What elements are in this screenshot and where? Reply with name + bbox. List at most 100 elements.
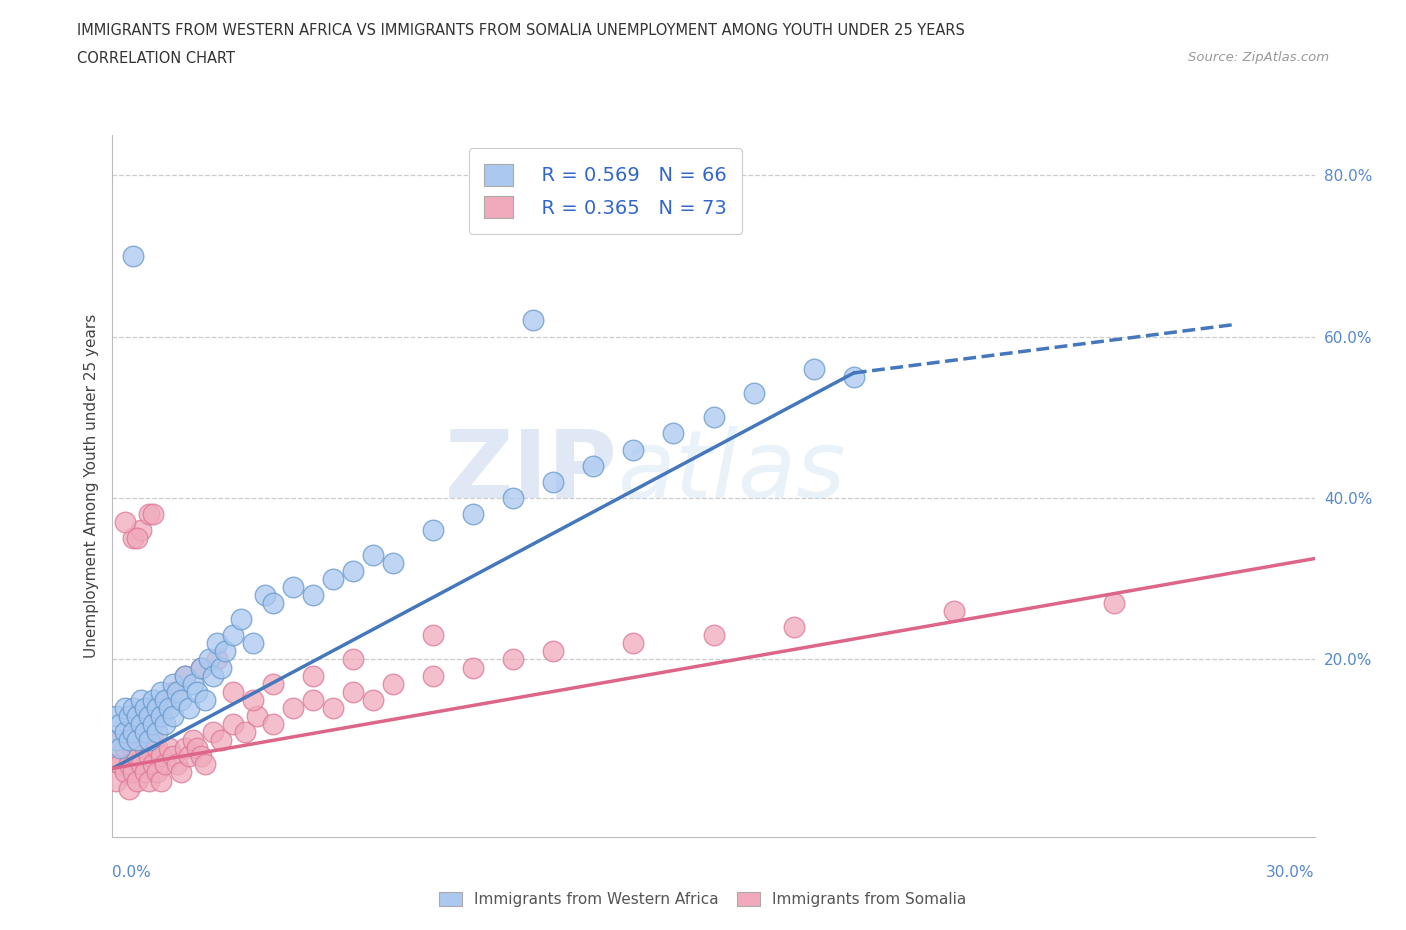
Text: atlas: atlas <box>617 426 845 517</box>
Point <box>342 652 364 667</box>
Point <box>125 709 148 724</box>
Point <box>162 749 184 764</box>
Point <box>302 692 325 707</box>
Point <box>169 765 191 780</box>
Point <box>169 692 191 707</box>
Point <box>157 741 180 756</box>
Point <box>582 458 605 473</box>
Point <box>129 523 152 538</box>
Point <box>209 660 232 675</box>
Point <box>382 555 405 570</box>
Point <box>543 474 565 489</box>
Point <box>145 700 167 715</box>
Point <box>342 684 364 699</box>
Point <box>222 628 245 643</box>
Point <box>145 765 167 780</box>
Y-axis label: Unemployment Among Youth under 25 years: Unemployment Among Youth under 25 years <box>83 313 98 658</box>
Point <box>302 588 325 603</box>
Point <box>129 733 152 748</box>
Point <box>153 717 176 732</box>
Point <box>105 749 128 764</box>
Point <box>201 724 224 739</box>
Point <box>194 757 217 772</box>
Point <box>121 531 143 546</box>
Point <box>157 700 180 715</box>
Point <box>125 773 148 788</box>
Point <box>162 676 184 691</box>
Point <box>105 773 128 788</box>
Point <box>121 248 143 263</box>
Point <box>302 668 325 683</box>
Point <box>141 733 163 748</box>
Point <box>522 313 544 328</box>
Point <box>942 604 965 618</box>
Point <box>125 733 148 748</box>
Point <box>190 660 212 675</box>
Point <box>342 564 364 578</box>
Point <box>105 709 128 724</box>
Point <box>262 717 284 732</box>
Point <box>197 652 219 667</box>
Point <box>281 579 304 594</box>
Point <box>262 595 284 610</box>
Point <box>242 636 264 651</box>
Point <box>201 668 224 683</box>
Point <box>222 684 245 699</box>
Point <box>742 386 765 401</box>
Point <box>114 700 136 715</box>
Point <box>361 547 384 562</box>
Point <box>702 628 725 643</box>
Point <box>543 644 565 658</box>
Point <box>110 717 132 732</box>
Point <box>461 660 484 675</box>
Point <box>222 717 245 732</box>
Point <box>702 410 725 425</box>
Point <box>190 749 212 764</box>
Point <box>138 733 160 748</box>
Legend:   R = 0.569   N = 66,   R = 0.365   N = 73: R = 0.569 N = 66, R = 0.365 N = 73 <box>468 148 742 233</box>
Point <box>242 692 264 707</box>
Point <box>422 628 444 643</box>
Point <box>422 668 444 683</box>
Point <box>138 773 160 788</box>
Point <box>149 700 172 715</box>
Point <box>138 749 160 764</box>
Text: CORRELATION CHART: CORRELATION CHART <box>77 51 235 66</box>
Point <box>205 652 228 667</box>
Point <box>117 781 139 796</box>
Point <box>134 724 156 739</box>
Point <box>145 741 167 756</box>
Point <box>110 757 132 772</box>
Point <box>141 507 163 522</box>
Point <box>621 636 644 651</box>
Point <box>842 369 865 384</box>
Point <box>162 684 184 699</box>
Point <box>121 765 143 780</box>
Point <box>125 531 148 546</box>
Point <box>129 717 152 732</box>
Point <box>129 692 152 707</box>
Point <box>166 684 188 699</box>
Point <box>114 724 136 739</box>
Point <box>117 709 139 724</box>
Point <box>173 741 195 756</box>
Point <box>125 749 148 764</box>
Point <box>141 717 163 732</box>
Point <box>322 571 344 586</box>
Text: 0.0%: 0.0% <box>112 865 152 881</box>
Point <box>621 442 644 457</box>
Point <box>803 362 825 377</box>
Point <box>181 676 204 691</box>
Point <box>322 700 344 715</box>
Point <box>262 676 284 691</box>
Text: 30.0%: 30.0% <box>1267 865 1315 881</box>
Point <box>114 741 136 756</box>
Point <box>129 757 152 772</box>
Point <box>253 588 276 603</box>
Point <box>246 709 269 724</box>
Point <box>233 724 256 739</box>
Point <box>117 733 139 748</box>
Text: IMMIGRANTS FROM WESTERN AFRICA VS IMMIGRANTS FROM SOMALIA UNEMPLOYMENT AMONG YOU: IMMIGRANTS FROM WESTERN AFRICA VS IMMIGR… <box>77 23 965 38</box>
Point <box>181 733 204 748</box>
Point <box>110 733 132 748</box>
